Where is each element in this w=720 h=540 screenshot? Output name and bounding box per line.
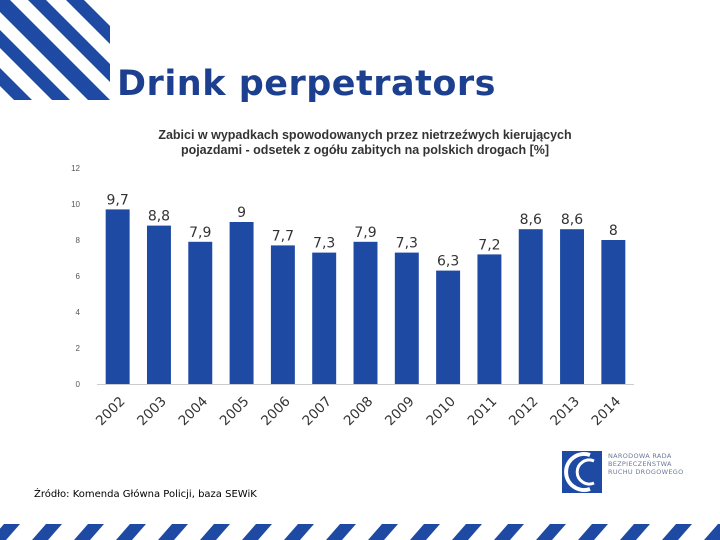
data-label: 7,3 xyxy=(313,236,335,252)
y-tick-label: 0 xyxy=(76,380,81,389)
logo-text-line-2: BEZPIECZEŃSTWA xyxy=(608,460,672,468)
top-stripes xyxy=(0,0,110,112)
x-tick-label: 2013 xyxy=(547,394,583,430)
x-tick-label: 2005 xyxy=(217,394,253,430)
chart-title: Zabici w wypadkach spowodowanych przez n… xyxy=(110,128,620,158)
x-tick-label: 2004 xyxy=(175,394,211,430)
data-label: 7,3 xyxy=(396,236,418,252)
stripe-segment xyxy=(662,524,692,540)
stripe-segment xyxy=(74,524,104,540)
stripe-segment xyxy=(0,524,20,540)
bar xyxy=(477,254,502,384)
bar xyxy=(601,240,626,384)
y-tick-label: 8 xyxy=(76,236,81,245)
stripe-segment xyxy=(410,524,440,540)
data-label: 8,6 xyxy=(561,212,583,228)
data-label: 9,7 xyxy=(107,192,129,208)
slide-title: Drink perpetrators xyxy=(117,64,497,104)
bar xyxy=(105,209,130,384)
data-label: 8,8 xyxy=(148,209,170,225)
stripe-segment xyxy=(116,524,146,540)
data-label: 7,7 xyxy=(272,228,294,244)
stripe-segment xyxy=(326,524,356,540)
bar xyxy=(188,241,213,384)
stripe-segment xyxy=(368,524,398,540)
bar xyxy=(270,245,295,384)
bottom-stripes xyxy=(0,524,720,540)
stripe-segment xyxy=(704,524,720,540)
stripe-segment xyxy=(200,524,230,540)
y-tick-label: 2 xyxy=(76,344,81,353)
data-label: 8 xyxy=(609,223,618,239)
stripe-segment xyxy=(158,524,188,540)
x-tick-label: 2002 xyxy=(93,394,129,430)
bar xyxy=(312,252,337,384)
x-tick-label: 2011 xyxy=(465,394,501,430)
logo-text-line-3: RUCHU DROGOWEGO xyxy=(608,468,684,476)
nrbrd-logo xyxy=(562,451,606,493)
stripe-segment xyxy=(620,524,650,540)
y-tick-label: 12 xyxy=(71,164,80,173)
bar xyxy=(436,270,461,384)
x-tick-label: 2007 xyxy=(299,394,335,430)
x-tick-label: 2006 xyxy=(258,394,294,430)
stripe-segment xyxy=(578,524,608,540)
data-label: 8,6 xyxy=(520,212,542,228)
data-label: 9 xyxy=(237,205,246,221)
x-tick-label: 2012 xyxy=(506,394,542,430)
stripe-segment xyxy=(494,524,524,540)
bar xyxy=(353,241,378,384)
x-tick-label: 2009 xyxy=(382,394,418,430)
bar xyxy=(394,252,419,384)
bar xyxy=(518,229,543,384)
chart-title-line-2: pojazdami - odsetek z ogółu zabitych na … xyxy=(180,143,550,157)
stripe-segment xyxy=(284,524,314,540)
logo-mark xyxy=(562,451,602,493)
stripe-segment xyxy=(452,524,482,540)
data-label: 7,2 xyxy=(478,237,500,253)
stripe-segment xyxy=(536,524,566,540)
data-label: 7,9 xyxy=(354,225,376,241)
source-note: Źródło: Komenda Główna Policji, baza SEW… xyxy=(34,489,257,500)
x-tick-label: 2014 xyxy=(589,394,625,430)
bar xyxy=(229,222,254,384)
x-tick-label: 2010 xyxy=(423,394,459,430)
y-tick-label: 4 xyxy=(76,308,81,317)
x-tick-label: 2003 xyxy=(134,394,170,430)
stripe-segment xyxy=(242,524,272,540)
y-tick-label: 6 xyxy=(76,272,81,281)
bar xyxy=(560,229,585,384)
logo-text-line-1: NARODOWA RADA xyxy=(608,452,672,460)
chart-title-line-1: Zabici w wypadkach spowodowanych przez n… xyxy=(158,128,572,142)
data-label: 7,9 xyxy=(189,225,211,241)
y-tick-label: 10 xyxy=(71,200,80,209)
x-tick-label: 2008 xyxy=(341,394,377,430)
stripe-segment xyxy=(32,524,62,540)
logo-text: NARODOWA RADA BEZPIECZEŃSTWA RUCHU DROGO… xyxy=(608,452,684,476)
data-label: 6,3 xyxy=(437,254,459,270)
bar xyxy=(146,225,171,384)
